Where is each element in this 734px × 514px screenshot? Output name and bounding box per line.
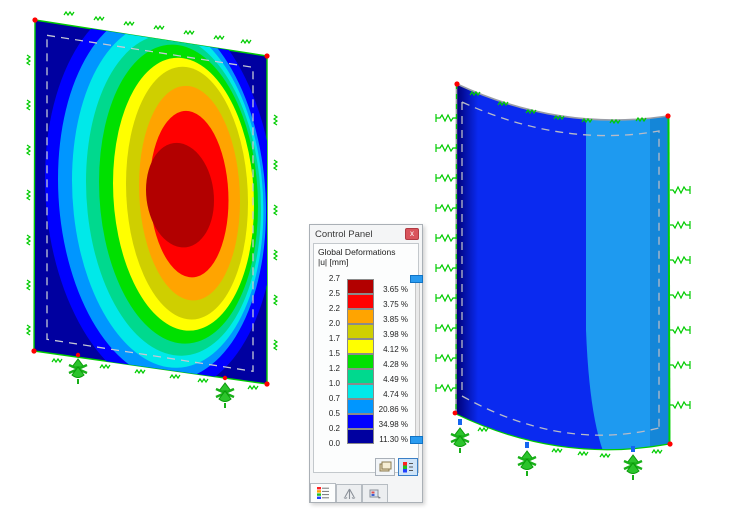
legend-swatch — [347, 324, 374, 339]
factors-tab[interactable] — [336, 484, 362, 502]
legend-swatch — [347, 279, 374, 294]
shell-nodal-support-3 — [622, 453, 644, 482]
plate-undeformed-outline — [46, 34, 254, 373]
shell-left-edge — [455, 83, 458, 415]
plate-nodes — [31, 17, 270, 387]
shell-right-edge — [667, 115, 671, 445]
shell-undeformed-outline — [461, 101, 660, 436]
legend-percent: 20.86 % — [378, 405, 408, 414]
shell-shadow-band — [456, 84, 478, 450]
shell-bottom-edge — [455, 413, 670, 451]
legend-boundary-value: 0.0 — [328, 439, 340, 448]
control-panel-window: Control Panel x Global Deformations |u| … — [309, 224, 423, 503]
legend-boundary-value: 0.5 — [328, 409, 340, 418]
legend-percent: 3.85 % — [383, 315, 408, 324]
plate-nodal-support-2 — [214, 381, 236, 410]
plate-nodal-support-1 — [67, 357, 89, 386]
legend-percent: 4.28 % — [383, 360, 408, 369]
legend-swatch — [347, 369, 374, 384]
legend-boundary-value: 0.7 — [328, 394, 340, 403]
display-tab-icon — [369, 489, 381, 498]
legend-swatch — [347, 399, 374, 414]
legend-percent: 3.75 % — [383, 300, 408, 309]
panel-tab-strip — [310, 483, 388, 502]
color-scale-button[interactable] — [398, 458, 418, 476]
legend-boundary-value: 0.2 — [328, 424, 340, 433]
legend-swatch — [347, 294, 374, 309]
legend-slider-handle-bottom[interactable] — [410, 436, 423, 444]
display-tab[interactable] — [362, 484, 388, 502]
legend-percent: 3.98 % — [383, 330, 408, 339]
factors-tab-icon — [343, 488, 355, 499]
legend-swatch — [347, 429, 374, 444]
legend-boundary-value: 1.5 — [328, 349, 340, 358]
legend-percent: 4.12 % — [383, 345, 408, 354]
legend-slider-track[interactable] — [415, 279, 420, 442]
color-scale-legend: 3.65 % 3.75 % 3.85 % 3.98 % 4.12 % 4.28 % 4.49… — [314, 274, 423, 453]
legend-percent: 4.49 % — [383, 375, 408, 384]
result-unit: |u| [mm] — [318, 257, 349, 267]
legend-swatch — [347, 354, 374, 369]
legend-swatch — [347, 384, 374, 399]
window-title: Control Panel — [315, 228, 373, 240]
panel-settings-button[interactable] — [375, 458, 395, 476]
panel-button-row — [375, 458, 418, 476]
legend-percent: 34.98 % — [378, 420, 408, 429]
shell-model — [435, 81, 691, 482]
legend-boundary-value: 1.2 — [328, 364, 340, 373]
legend-boundary-value: 1.7 — [328, 334, 340, 343]
close-icon[interactable]: x — [405, 228, 419, 240]
legend-slider-handle-top[interactable] — [410, 275, 423, 283]
legend-swatch — [347, 309, 374, 324]
shell-nodal-support-2 — [516, 449, 538, 478]
legend-boundary-value: 1.0 — [328, 379, 340, 388]
control-panel-content: Global Deformations |u| [mm] 3.65 % 3.75 … — [313, 243, 423, 473]
legend-boundary-value: 2.2 — [328, 304, 340, 313]
result-title: Global Deformations — [318, 247, 396, 257]
result-type-label: Global Deformations |u| [mm] — [314, 244, 418, 267]
legend-boundary-value: 2.7 — [328, 274, 340, 283]
control-panel-titlebar[interactable]: Control Panel x — [310, 225, 422, 242]
color-scale-icon — [403, 461, 413, 472]
shell-light-band — [586, 84, 650, 450]
plate-model — [26, 11, 278, 410]
contour-band-darkred — [146, 142, 214, 248]
legend-swatch — [347, 414, 374, 429]
legend-percent: 11.30 % — [379, 435, 408, 444]
color-scale-tab[interactable] — [310, 483, 336, 502]
legend-swatch — [347, 339, 374, 354]
legend-boundary-value: 2.0 — [328, 319, 340, 328]
shell-node-markers — [458, 419, 635, 452]
panel-settings-icon — [379, 461, 391, 472]
legend-percent: 4.74 % — [383, 390, 408, 399]
legend-boundary-value: 2.5 — [328, 289, 340, 298]
legend-percent: 3.65 % — [383, 285, 408, 294]
shell-nodal-support-1 — [449, 426, 471, 455]
shell-nodes — [452, 81, 673, 447]
color-scale-tab-icon — [316, 487, 329, 499]
